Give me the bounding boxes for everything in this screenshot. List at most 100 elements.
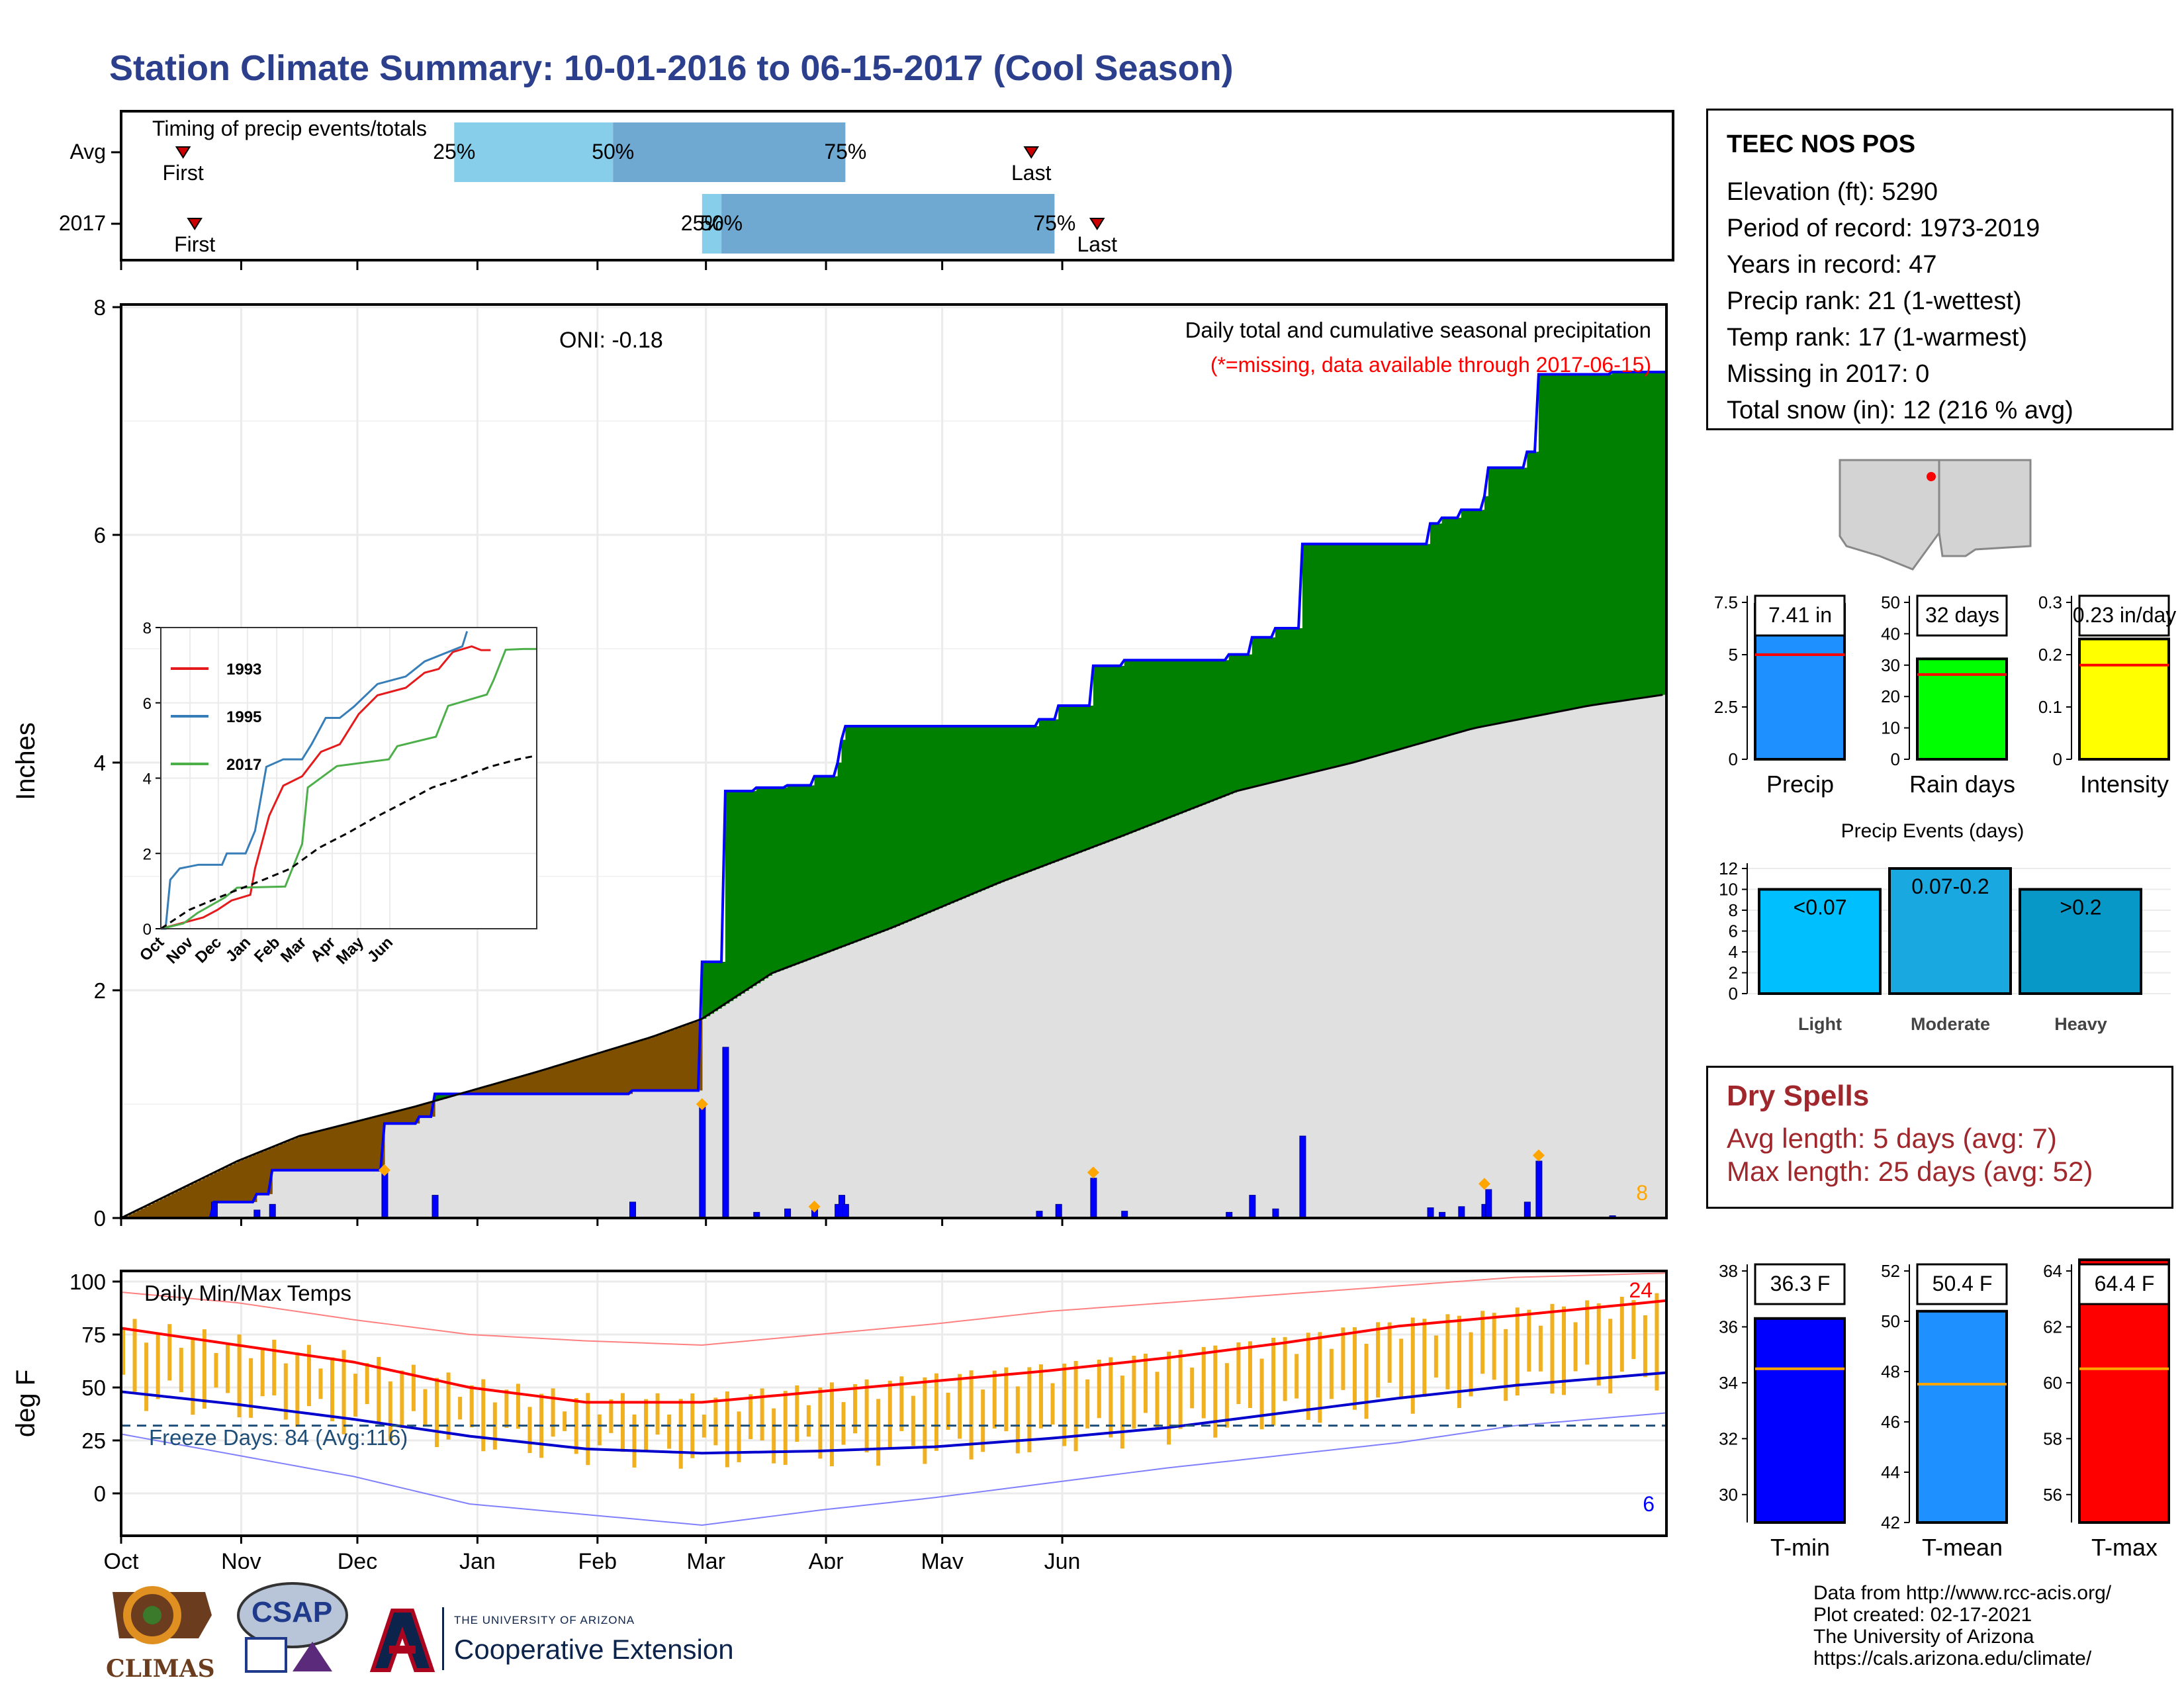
daily-temp-bar xyxy=(876,1399,881,1466)
surplus-area xyxy=(1077,706,1082,853)
deficit-area xyxy=(674,1028,680,1091)
surplus-area xyxy=(1643,372,1648,698)
daily-precip-bar xyxy=(432,1195,439,1219)
daily-temp-bar xyxy=(1585,1300,1590,1365)
month-label: May xyxy=(921,1549,964,1569)
daily-temp-bar xyxy=(132,1319,137,1392)
deficit-area xyxy=(268,1149,273,1194)
daily-temp-bar xyxy=(1306,1333,1310,1421)
summary-value-label: 0.23 in/day xyxy=(2073,603,2177,627)
surplus-area xyxy=(1302,543,1307,775)
summary-y-tick-label: 36 xyxy=(1719,1317,1738,1336)
climas-logo: CLIMAS xyxy=(106,1579,222,1683)
daily-temp-bar xyxy=(841,1402,846,1445)
surplus-area xyxy=(1271,637,1276,783)
daily-temp-bar xyxy=(911,1395,915,1446)
deficit-area xyxy=(361,1120,366,1170)
temp-frame xyxy=(120,1270,1668,1537)
surplus-area xyxy=(1569,374,1574,710)
deficit-area xyxy=(326,1129,331,1170)
deficit-area xyxy=(640,1040,645,1091)
climas-logo-text: CLIMAS xyxy=(106,1655,215,1683)
deficit-area xyxy=(272,1147,277,1170)
surplus-area xyxy=(799,785,803,963)
deficit-area xyxy=(252,1154,257,1202)
surplus-area xyxy=(1205,660,1210,804)
month-label: Jan xyxy=(459,1549,496,1569)
timing-q25-label: 25% xyxy=(433,140,475,164)
surplus-area xyxy=(1329,543,1334,769)
month-label: Feb xyxy=(578,1549,617,1569)
daily-precip-bar xyxy=(1485,1189,1492,1219)
surplus-area xyxy=(946,726,950,905)
surplus-area xyxy=(776,787,780,972)
timing-first-marker xyxy=(187,218,203,230)
summary-y-tick-label: 10 xyxy=(1881,718,1900,738)
deficit-area xyxy=(419,1105,424,1117)
month-label: Oct xyxy=(104,1549,139,1569)
month-labels: Oct Nov Dec Jan Feb Mar Apr May Jun xyxy=(104,1536,1080,1569)
daily-temp-bar xyxy=(1352,1327,1357,1410)
temp-background xyxy=(121,1271,1666,1536)
daily-precip-bar xyxy=(1524,1201,1531,1219)
deficit-area xyxy=(202,1178,207,1218)
summary-value-box xyxy=(2078,1263,2170,1305)
surplus-area xyxy=(1170,660,1175,817)
ua-a-logo xyxy=(369,1609,435,1672)
surplus-area xyxy=(1124,660,1129,835)
daily-temp-bar xyxy=(1364,1344,1369,1419)
deficit-area xyxy=(256,1153,261,1194)
deficit-area xyxy=(249,1156,253,1202)
surplus-area xyxy=(1457,518,1462,733)
surplus-area xyxy=(1588,374,1594,706)
daily-temp-bar xyxy=(516,1383,520,1429)
daily-temp-bar xyxy=(1295,1354,1299,1399)
surplus-area xyxy=(764,787,768,978)
deficit-area xyxy=(624,1045,629,1094)
summary-y-tick-label: 38 xyxy=(1719,1261,1738,1281)
surplus-area xyxy=(853,726,858,943)
surplus-area xyxy=(950,726,954,904)
surplus-area xyxy=(931,726,935,912)
timing-bar-25-50 xyxy=(454,122,614,182)
surplus-area xyxy=(884,726,889,931)
summary-y-tick-label: 46 xyxy=(1881,1412,1900,1432)
daily-temp-bar xyxy=(1329,1348,1334,1399)
summary-y-tick-label: 0 xyxy=(1891,749,1900,769)
deficit-area xyxy=(260,1151,265,1194)
surplus-area xyxy=(856,726,862,941)
temp-summary-bars: 30 32 34 36 38 36.3 F T-min 42 44 46 48 50 52 50.4 F T… xyxy=(1719,1258,2170,1561)
summary-y-tick-label: 30 xyxy=(1881,655,1900,675)
daily-precip-bar xyxy=(210,1201,218,1219)
precip-daily-bars xyxy=(210,1047,1616,1219)
surplus-area xyxy=(899,726,904,925)
events-y-tick-label: 12 xyxy=(1719,859,1738,878)
surplus-area xyxy=(1283,628,1288,780)
timing-last-marker xyxy=(1089,218,1105,230)
surplus-area xyxy=(1318,543,1322,771)
station-missing: Missing in 2017: 0 xyxy=(1727,360,1930,388)
surplus-area xyxy=(1073,706,1079,855)
summary-y-tick-label: 0.2 xyxy=(2038,645,2062,665)
daily-temp-bar xyxy=(1143,1353,1148,1413)
deficit-area xyxy=(373,1117,377,1170)
summary-value-box xyxy=(1916,594,2008,637)
surplus-area xyxy=(1023,726,1028,874)
ua-divider xyxy=(442,1607,444,1670)
deficit-area xyxy=(167,1195,172,1218)
inset-y-tick-label: 6 xyxy=(143,695,152,713)
surplus-area xyxy=(1306,543,1311,774)
temp-y-tick-label: 25 xyxy=(81,1429,106,1453)
station-temp-rank: Temp rank: 17 (1-warmest) xyxy=(1727,324,2028,352)
extreme-event-marker xyxy=(1087,1166,1099,1179)
daily-temp-bar xyxy=(1596,1303,1601,1386)
summary-value-box xyxy=(1916,1263,2008,1305)
deficit-area xyxy=(218,1170,222,1202)
deficit-area xyxy=(488,1085,494,1094)
summary-y-tick-label: 5 xyxy=(1729,645,1738,665)
surplus-area xyxy=(837,763,842,949)
freeze-days-label: Freeze Days: 84 (Avg:116) xyxy=(149,1425,408,1450)
deficit-area xyxy=(520,1076,525,1094)
surplus-area xyxy=(1097,665,1102,846)
timing-bar-25-50 xyxy=(702,194,722,254)
